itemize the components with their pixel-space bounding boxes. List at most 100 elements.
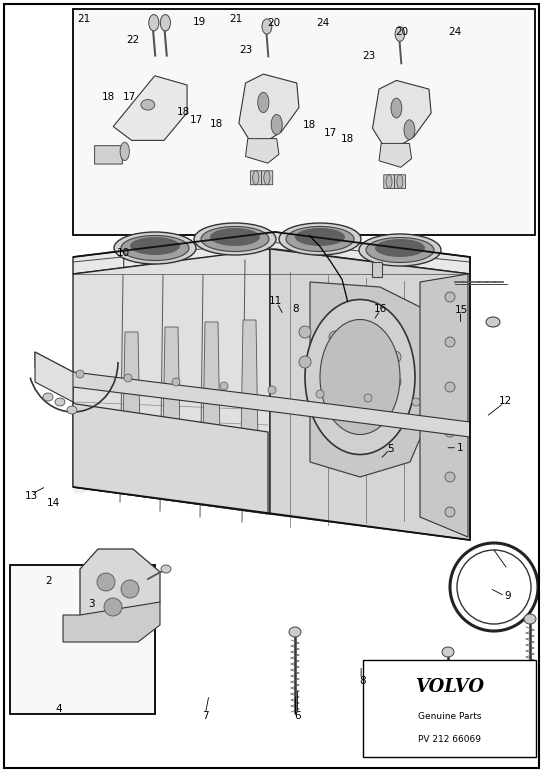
Ellipse shape (289, 627, 301, 637)
Circle shape (445, 292, 455, 302)
Ellipse shape (305, 300, 415, 455)
Circle shape (445, 507, 455, 517)
Ellipse shape (366, 238, 434, 262)
Ellipse shape (141, 100, 155, 110)
Circle shape (389, 351, 401, 363)
Ellipse shape (114, 232, 196, 264)
Text: 13: 13 (25, 491, 38, 500)
Circle shape (76, 370, 84, 378)
Ellipse shape (264, 171, 270, 185)
Polygon shape (113, 76, 187, 141)
Text: 19: 19 (193, 17, 206, 26)
Ellipse shape (524, 614, 536, 624)
Circle shape (445, 382, 455, 392)
Polygon shape (73, 402, 268, 514)
Text: 18: 18 (102, 92, 115, 101)
Text: Genuine Parts: Genuine Parts (418, 712, 481, 720)
Ellipse shape (391, 98, 402, 118)
Bar (10, 565, 155, 714)
Ellipse shape (279, 223, 361, 255)
Ellipse shape (395, 26, 405, 42)
Text: 1: 1 (457, 443, 464, 452)
Polygon shape (270, 249, 470, 540)
Ellipse shape (397, 174, 403, 188)
Ellipse shape (201, 226, 269, 252)
Ellipse shape (359, 234, 441, 266)
Bar (372, 262, 382, 277)
Text: 24: 24 (317, 19, 330, 28)
Ellipse shape (194, 223, 276, 255)
Text: 11: 11 (269, 296, 282, 306)
Text: 15: 15 (455, 306, 468, 315)
Text: 7: 7 (202, 712, 209, 721)
Text: 14: 14 (47, 499, 60, 508)
Text: 21: 21 (230, 15, 243, 24)
Polygon shape (73, 249, 270, 514)
Text: 12: 12 (498, 397, 512, 406)
Ellipse shape (55, 398, 65, 406)
Circle shape (412, 398, 420, 406)
Text: 18: 18 (177, 107, 190, 117)
Text: 2: 2 (46, 576, 52, 585)
Ellipse shape (149, 15, 159, 31)
Polygon shape (73, 232, 470, 274)
Circle shape (329, 361, 341, 373)
FancyBboxPatch shape (250, 171, 262, 185)
Polygon shape (239, 74, 299, 143)
Polygon shape (372, 80, 431, 147)
Polygon shape (35, 352, 470, 437)
Text: 23: 23 (239, 46, 252, 55)
Polygon shape (122, 332, 141, 482)
Ellipse shape (320, 320, 400, 435)
Polygon shape (63, 602, 160, 642)
Ellipse shape (67, 406, 77, 414)
Ellipse shape (43, 393, 53, 401)
FancyBboxPatch shape (94, 146, 122, 164)
Text: 24: 24 (449, 28, 462, 37)
Circle shape (124, 374, 132, 382)
Polygon shape (245, 139, 279, 163)
Ellipse shape (404, 120, 415, 140)
Text: 8: 8 (359, 676, 366, 686)
Ellipse shape (130, 237, 180, 255)
Ellipse shape (262, 19, 272, 34)
FancyBboxPatch shape (395, 174, 406, 188)
Ellipse shape (486, 317, 500, 327)
Circle shape (445, 427, 455, 437)
Circle shape (316, 390, 324, 398)
Ellipse shape (161, 565, 171, 573)
Ellipse shape (210, 228, 260, 246)
Ellipse shape (295, 228, 345, 246)
Text: 21: 21 (78, 15, 91, 24)
Text: 17: 17 (190, 115, 203, 124)
Circle shape (389, 376, 401, 388)
Ellipse shape (121, 235, 189, 260)
Text: 8: 8 (293, 304, 299, 313)
Ellipse shape (386, 174, 392, 188)
Text: 23: 23 (363, 51, 376, 60)
Ellipse shape (120, 142, 129, 161)
Circle shape (364, 394, 372, 402)
Circle shape (172, 378, 180, 386)
Text: 17: 17 (324, 128, 337, 137)
Text: 18: 18 (303, 120, 316, 130)
Ellipse shape (286, 226, 354, 252)
Polygon shape (379, 144, 412, 168)
Bar (363, 660, 536, 757)
Ellipse shape (258, 93, 269, 113)
Circle shape (445, 472, 455, 482)
Polygon shape (420, 274, 468, 537)
Text: 16: 16 (374, 304, 387, 313)
Circle shape (121, 580, 139, 598)
FancyBboxPatch shape (384, 174, 395, 188)
Text: 4: 4 (55, 704, 62, 713)
Text: 20: 20 (395, 28, 408, 37)
Text: 18: 18 (341, 134, 354, 144)
Polygon shape (162, 327, 181, 492)
Circle shape (299, 326, 311, 338)
Polygon shape (35, 352, 73, 402)
Text: 3: 3 (88, 599, 94, 608)
Circle shape (97, 573, 115, 591)
Polygon shape (73, 237, 468, 494)
Text: 5: 5 (388, 445, 394, 454)
